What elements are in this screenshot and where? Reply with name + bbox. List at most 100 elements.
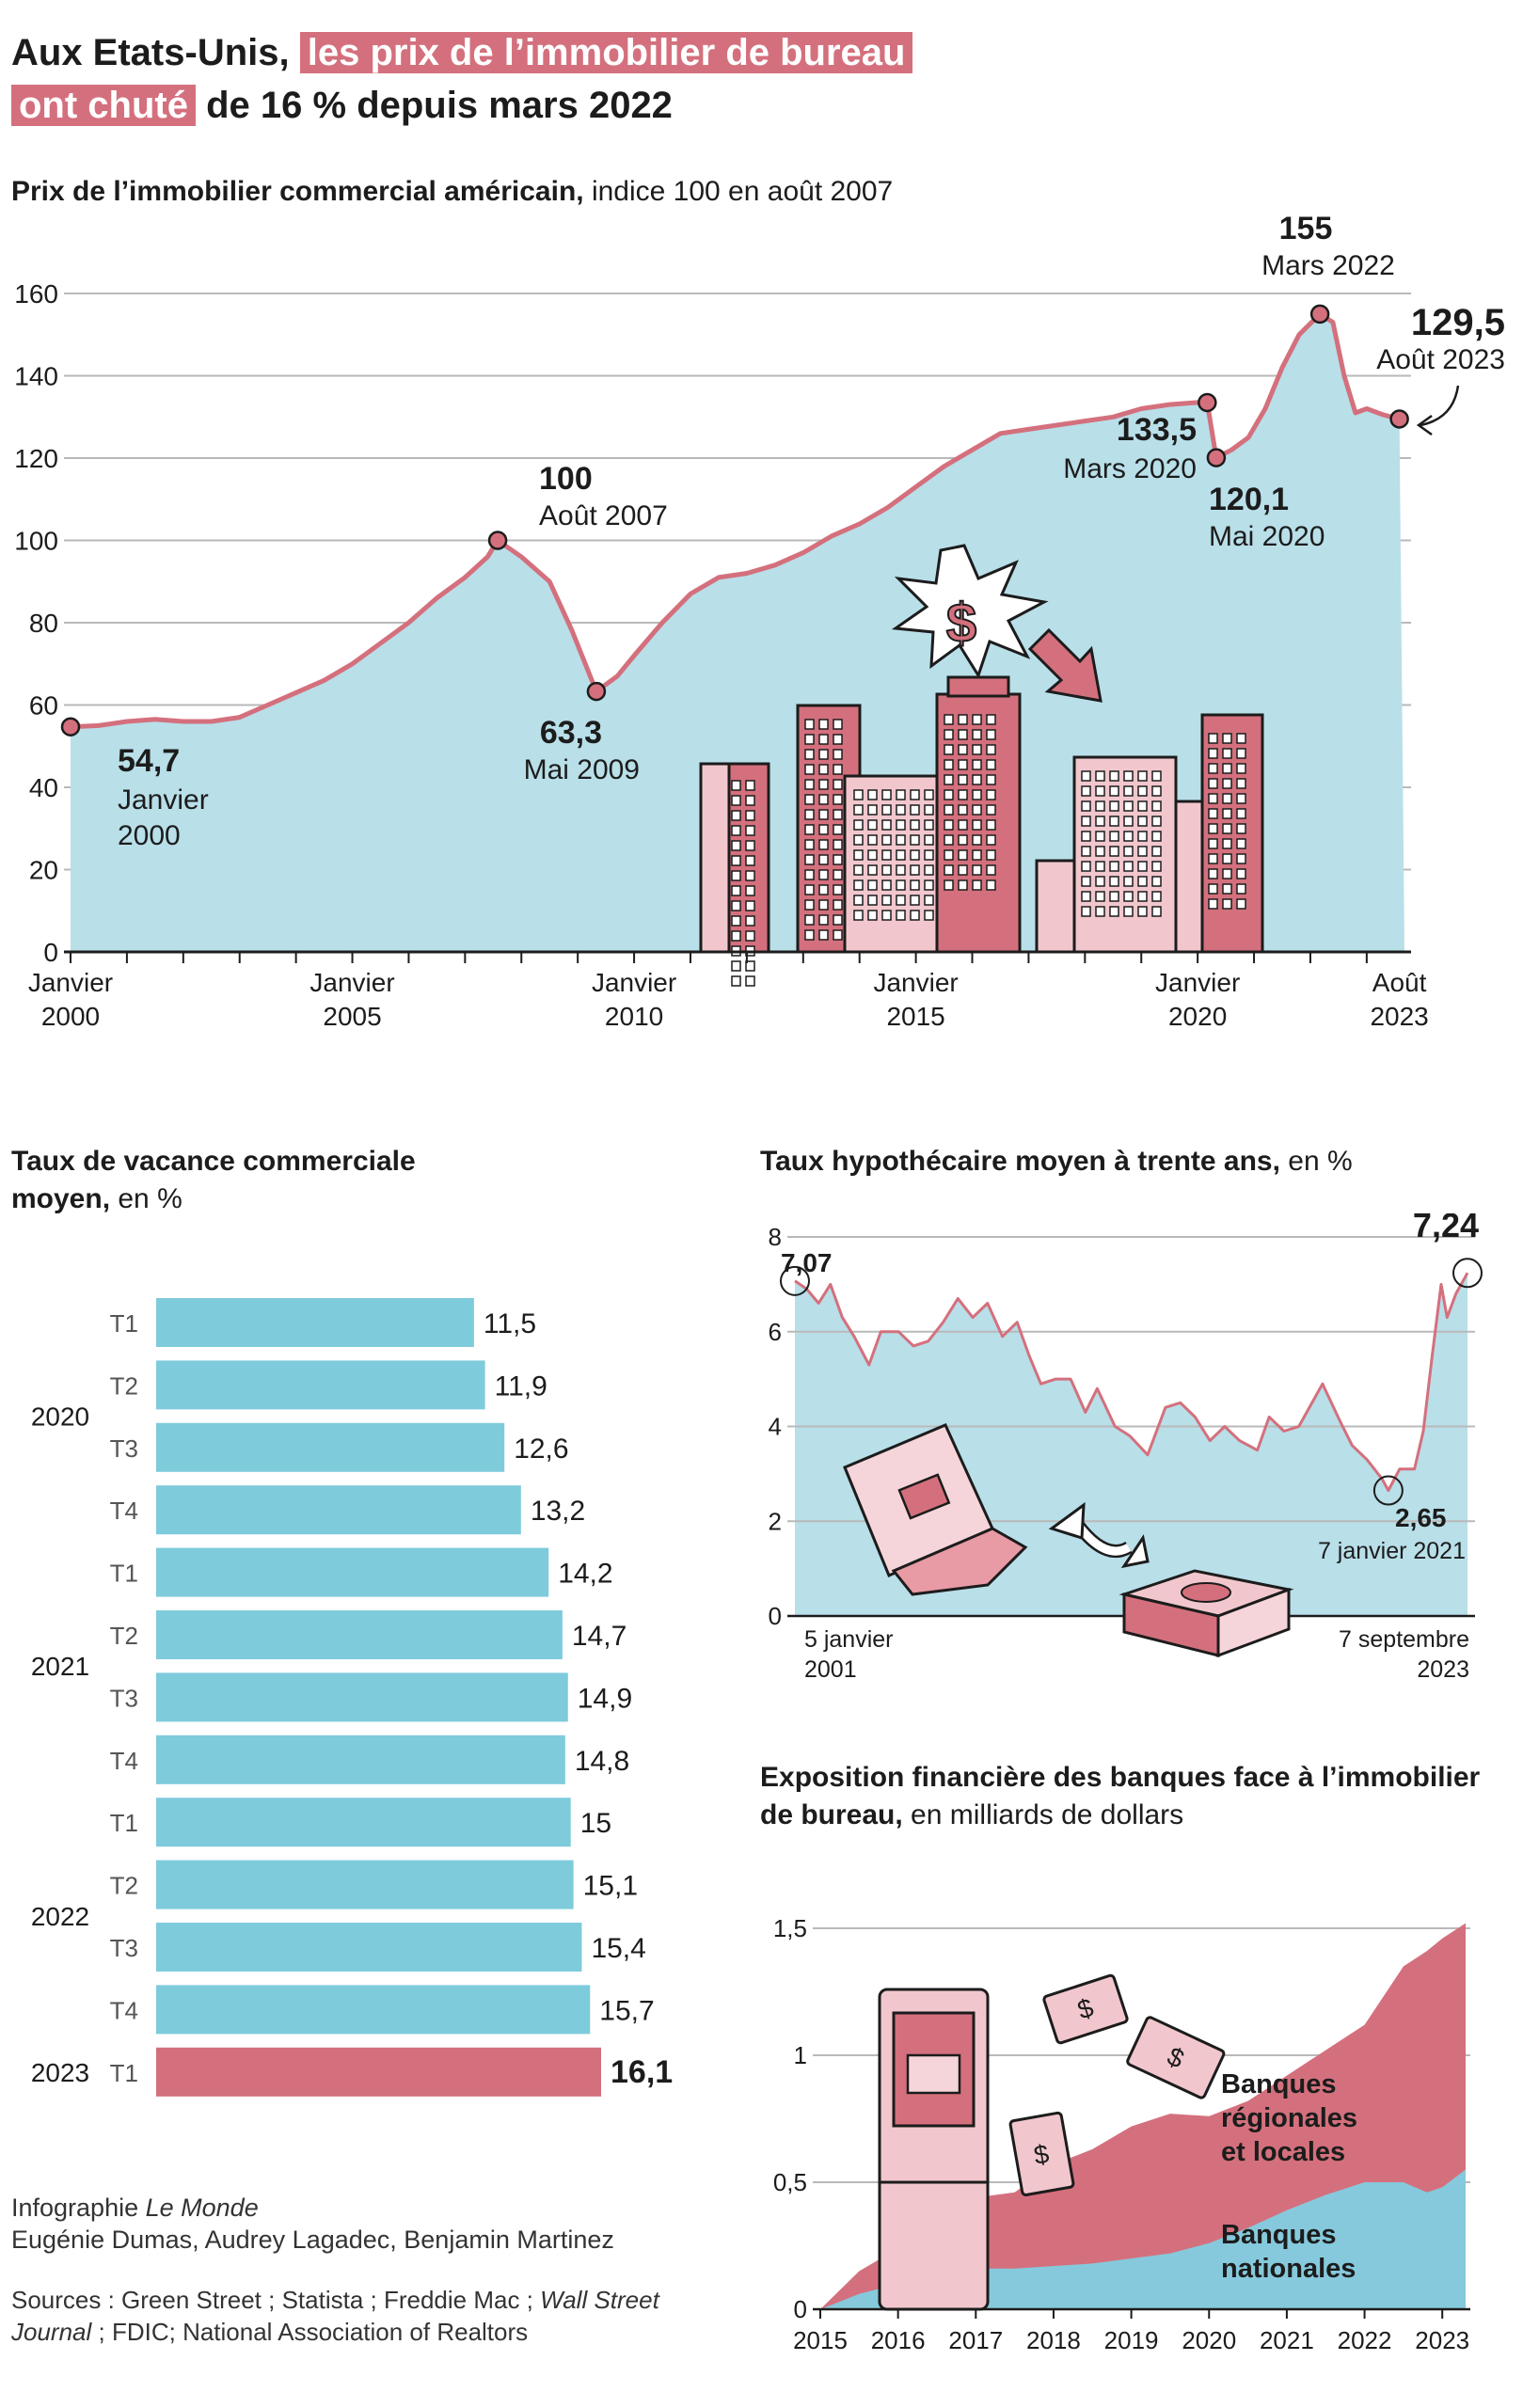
building-window (1095, 906, 1105, 917)
price-index-chart: $ 0 20 40 60 80 100 120 140 160 Janvier 2000 Janvie… (14, 211, 1505, 1031)
building-window (986, 759, 996, 770)
vacancy-quarter-label: T1 (110, 1560, 138, 1588)
mortgage-annotation-value: 7,07 (781, 1248, 833, 1277)
building-window (896, 879, 906, 891)
building-window (896, 804, 906, 816)
building-window (1109, 816, 1119, 827)
vacancy-bar (156, 1360, 485, 1410)
building-window (972, 714, 982, 725)
building-window (881, 789, 892, 800)
building-window (1236, 823, 1246, 834)
building-window (804, 824, 815, 835)
vacancy-value-label: 14,8 (575, 1746, 629, 1777)
building-window (1109, 770, 1119, 782)
vacancy-value-label: 12,6 (514, 1434, 568, 1465)
building-window (1095, 785, 1105, 797)
building-window (1137, 770, 1148, 782)
building-window (1208, 823, 1218, 834)
building-window (1081, 770, 1091, 782)
building-window (1208, 883, 1218, 895)
svg-text:$: $ (1032, 2139, 1052, 2170)
building-window (1222, 748, 1232, 759)
vacancy-value-label: 15 (580, 1808, 611, 1839)
vacancy-bar (156, 2047, 602, 2097)
building-window (745, 795, 755, 806)
building-window (944, 759, 954, 770)
building-window (986, 849, 996, 861)
mortgage-line (794, 1272, 1469, 1492)
building-window (1208, 898, 1218, 910)
building-window (731, 930, 741, 942)
building-window (818, 929, 829, 941)
banknote-icon: $ (1008, 2111, 1075, 2196)
price-annotation-label: Janvier (118, 784, 209, 816)
building-window (833, 854, 843, 865)
building-window (1137, 906, 1148, 917)
mortgage-xlabel-end: 7 septembre (1339, 1626, 1469, 1653)
building-window (1236, 853, 1246, 864)
price-annotation-label: Août 2023 (1376, 344, 1505, 375)
building-window (1236, 883, 1246, 895)
price-xtick-label-month: Janvier (309, 968, 394, 997)
building-window (1151, 816, 1162, 827)
building-window (958, 819, 968, 831)
building-window (731, 975, 741, 987)
building-window (924, 864, 934, 876)
vacancy-value-label: 15,1 (583, 1871, 638, 1902)
building-window (944, 744, 954, 755)
building-window (1236, 808, 1246, 819)
building-window (896, 910, 906, 921)
building-window (1095, 816, 1105, 827)
building-window (818, 824, 829, 835)
building-window (818, 779, 829, 790)
vacancy-value-label: 13,2 (531, 1496, 585, 1527)
building-window (1151, 891, 1162, 902)
building-window (1151, 785, 1162, 797)
bank-xtick-label: 2016 (871, 2326, 926, 2354)
mortgage-illustration (843, 1423, 1294, 1658)
building-window (1222, 733, 1232, 744)
vacancy-year-label: 2023 (31, 2058, 89, 2087)
building-window (944, 819, 954, 831)
price-xtick-label-year: 2015 (886, 1002, 944, 1031)
building-window (1208, 793, 1218, 804)
building-window (745, 885, 755, 896)
building-window (1081, 876, 1091, 887)
building-window (1081, 785, 1091, 797)
building-window (1137, 891, 1148, 902)
vacancy-quarter-label: T4 (110, 1747, 138, 1775)
mortgage-rate-chart: 0 2 4 6 8 5 janvier 2001 7 septembre 2023 7,07 2,… (769, 1213, 1483, 1683)
vacancy-bar (156, 1860, 574, 1909)
price-marker (586, 681, 607, 702)
headline-highlight-1: les prix de l’immobilier de bureau (299, 32, 913, 73)
building-window (1236, 838, 1246, 849)
building-window (1208, 868, 1218, 879)
building-window (1222, 868, 1232, 879)
building-window (1222, 838, 1232, 849)
building-window (745, 960, 755, 972)
building-window (881, 819, 892, 831)
building-window (1236, 793, 1246, 804)
vacancy-quarter-label: T2 (110, 1872, 138, 1900)
building-window (1123, 831, 1134, 842)
mortgage-series-line (794, 1272, 1469, 1492)
vacancy-quarter-label: T1 (110, 2059, 138, 2087)
price-marker (1309, 304, 1330, 325)
building-window (745, 840, 755, 851)
building-window (958, 849, 968, 861)
building-window (896, 864, 906, 876)
mortgage-chart-title: Taux hypothécaire moyen à trente ans, en… (760, 1143, 1513, 1180)
exchange-arrow-icon (1048, 1501, 1150, 1569)
building-window (958, 879, 968, 891)
building-window (1222, 898, 1232, 910)
building-window (1151, 876, 1162, 887)
price-marker (60, 717, 81, 737)
price-ytick-label: 20 (29, 856, 58, 885)
price-ytick-label: 80 (29, 609, 58, 638)
building-window (853, 879, 864, 891)
price-ytick-label: 140 (14, 362, 58, 391)
down-arrow-icon (1027, 627, 1103, 703)
building-window (910, 910, 920, 921)
building-window (818, 734, 829, 745)
price-marker (1389, 409, 1409, 429)
